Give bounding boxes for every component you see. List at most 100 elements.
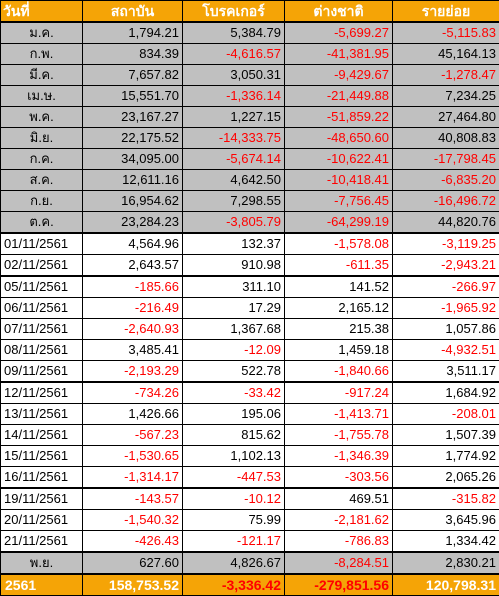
cell-foreign: 215.38 [285, 319, 393, 340]
header-date: วันที่ [1, 1, 83, 23]
cell-foreign: -611.35 [285, 255, 393, 277]
row-label: 20/11/2561 [1, 510, 83, 531]
cell-institution: -567.23 [83, 425, 183, 446]
cell-retail: -266.97 [393, 276, 499, 298]
cell-broker: 1,227.15 [183, 107, 285, 128]
cell-institution: 23,167.27 [83, 107, 183, 128]
cell-institution: 12,611.16 [83, 170, 183, 191]
cell-retail: 2,830.21 [393, 552, 499, 574]
row-label: 07/11/2561 [1, 319, 83, 340]
header-foreign: ต่างชาติ [285, 1, 393, 23]
cell-foreign: -1,578.08 [285, 233, 393, 255]
cell-institution: -2,640.93 [83, 319, 183, 340]
cell-foreign: 2,165.12 [285, 298, 393, 319]
row-label: พ.ค. [1, 107, 83, 128]
cell-broker: -1,336.14 [183, 86, 285, 107]
row-label: 19/11/2561 [1, 488, 83, 510]
cell-broker: 75.99 [183, 510, 285, 531]
cell-institution: 7,657.82 [83, 65, 183, 86]
row-label: ม.ค. [1, 22, 83, 44]
cell-foreign: -1,840.66 [285, 361, 393, 383]
row-label: 05/11/2561 [1, 276, 83, 298]
cell-retail: 40,808.83 [393, 128, 499, 149]
cell-foreign: -303.56 [285, 467, 393, 489]
cell-retail: -315.82 [393, 488, 499, 510]
cell-broker: 4,826.67 [183, 552, 285, 574]
row-label: 14/11/2561 [1, 425, 83, 446]
total-retail: 120,798.31 [393, 574, 499, 596]
cell-foreign: -9,429.67 [285, 65, 393, 86]
header-row: วันที่ สถาบัน โบรคเกอร์ ต่างชาติ รายย่อย [1, 1, 499, 23]
cell-foreign: -5,699.27 [285, 22, 393, 44]
total-row: 2561 158,753.52 -3,336.42 -279,851.56 12… [1, 574, 499, 596]
cell-institution: 16,954.62 [83, 191, 183, 212]
cell-broker: -12.09 [183, 340, 285, 361]
cell-institution: 627.60 [83, 552, 183, 574]
cell-foreign: -48,650.60 [285, 128, 393, 149]
cell-institution: 22,175.52 [83, 128, 183, 149]
cell-foreign: -1,346.39 [285, 446, 393, 467]
cell-broker: 1,367.68 [183, 319, 285, 340]
row-label: ก.พ. [1, 44, 83, 65]
row-label: พ.ย. [1, 552, 83, 574]
cell-broker: -447.53 [183, 467, 285, 489]
cell-institution: 23,284.23 [83, 212, 183, 234]
cell-foreign: -10,418.41 [285, 170, 393, 191]
cell-broker: 311.10 [183, 276, 285, 298]
cell-institution: -1,314.17 [83, 467, 183, 489]
header-institution: สถาบัน [83, 1, 183, 23]
cell-institution: 1,794.21 [83, 22, 183, 44]
cell-broker: 3,050.31 [183, 65, 285, 86]
cell-foreign: -1,755.78 [285, 425, 393, 446]
row-label: 21/11/2561 [1, 531, 83, 553]
total-institution: 158,753.52 [83, 574, 183, 596]
row-label: มี.ค. [1, 65, 83, 86]
cell-foreign: -917.24 [285, 382, 393, 404]
row-label: 09/11/2561 [1, 361, 83, 383]
row-label: 16/11/2561 [1, 467, 83, 489]
row-label: 06/11/2561 [1, 298, 83, 319]
cell-institution: -143.57 [83, 488, 183, 510]
cell-institution: -1,530.65 [83, 446, 183, 467]
cell-institution: 4,564.96 [83, 233, 183, 255]
cell-foreign: 1,459.18 [285, 340, 393, 361]
cell-retail: 1,057.86 [393, 319, 499, 340]
cell-broker: -33.42 [183, 382, 285, 404]
cell-foreign: -21,449.88 [285, 86, 393, 107]
cell-institution: 34,095.00 [83, 149, 183, 170]
cell-broker: 1,102.13 [183, 446, 285, 467]
cell-institution: -426.43 [83, 531, 183, 553]
cell-institution: -2,193.29 [83, 361, 183, 383]
cell-foreign: -41,381.95 [285, 44, 393, 65]
cell-foreign: -64,299.19 [285, 212, 393, 234]
cell-institution: 2,643.57 [83, 255, 183, 277]
cell-institution: 15,551.70 [83, 86, 183, 107]
row-label: มิ.ย. [1, 128, 83, 149]
row-label: ก.ค. [1, 149, 83, 170]
cell-foreign: 141.52 [285, 276, 393, 298]
row-label: 01/11/2561 [1, 233, 83, 255]
cell-retail: 1,684.92 [393, 382, 499, 404]
cell-retail: -17,798.45 [393, 149, 499, 170]
cell-broker: 5,384.79 [183, 22, 285, 44]
cell-foreign: -10,622.41 [285, 149, 393, 170]
cell-broker: -14,333.75 [183, 128, 285, 149]
cell-broker: 195.06 [183, 404, 285, 425]
cell-institution: 3,485.41 [83, 340, 183, 361]
cell-retail: 2,065.26 [393, 467, 499, 489]
cell-retail: -3,119.25 [393, 233, 499, 255]
row-label: 12/11/2561 [1, 382, 83, 404]
row-label: 15/11/2561 [1, 446, 83, 467]
cell-foreign: -8,284.51 [285, 552, 393, 574]
cell-institution: -216.49 [83, 298, 183, 319]
